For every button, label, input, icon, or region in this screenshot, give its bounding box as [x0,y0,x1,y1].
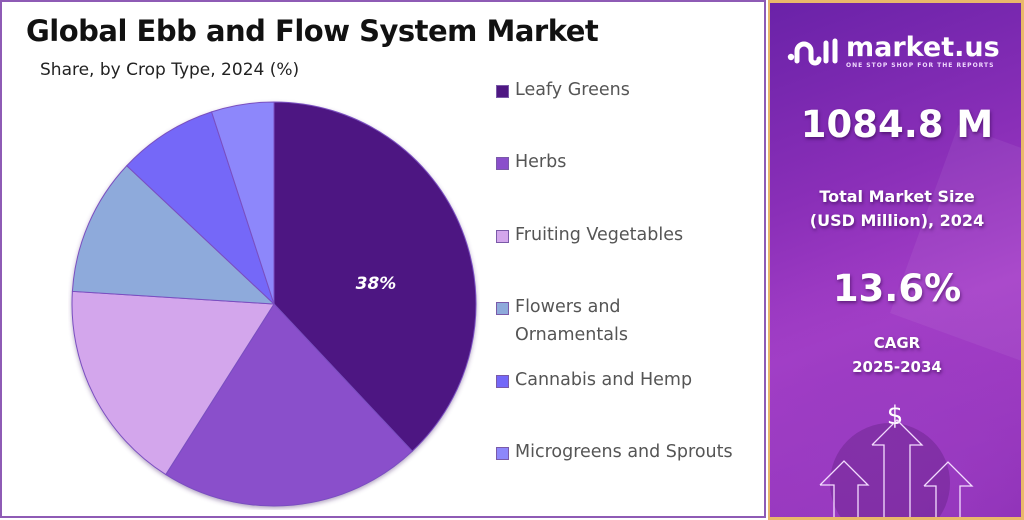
pie-slice-flowers-and-ornamentals [71,165,276,305]
legend-label: Fruiting Vegetables [515,225,684,245]
pie-slices [71,101,477,507]
pie-slice-leafy-greens [273,101,477,452]
chart-subtitle: Share, by Crop Type, 2024 (%) [40,60,300,80]
legend-label: Flowers and Ornamentals [515,293,628,349]
market-size-label-line1: Total Market Size [819,187,975,206]
legend-swatch [496,447,509,460]
dollar-icon: $ [886,401,904,431]
legend-swatch [496,302,509,315]
legend-item-leafy-greens: Leafy Greens [496,80,630,104]
background-decoration [830,423,950,517]
cagr-label-line1: CAGR [873,334,921,352]
market-us-logo-icon [787,38,838,66]
pie-slice-fruiting-vegetables [71,290,275,476]
legend-item-cannabis-hemp: Cannabis and Hemp [496,370,692,394]
brand-logo: market.us ONE STOP SHOP FOR THE REPORTS [786,33,1000,69]
slice-label-leafy-greens: 38% [356,274,397,294]
growth-arrows-icon [819,419,974,517]
legend-label: Cannabis and Hemp [515,370,693,390]
legend-swatch [496,157,509,170]
background-decoration [890,125,1021,361]
legend-swatch [496,85,509,98]
summary-panel: market.us ONE STOP SHOP FOR THE REPORTS … [768,0,1024,520]
market-size-value: 1084.8 M [800,103,994,146]
pie-slice-cannabis-and-hemp [126,111,275,305]
legend-label-line2: Ornamentals [515,325,628,345]
pie-slice-microgreens-and-sprouts [210,101,275,305]
legend-item-fruiting-vegetables: Fruiting Vegetables [496,225,683,249]
legend-swatch [496,375,509,388]
chart-panel: Global Ebb and Flow System Market Share,… [0,0,766,518]
legend-label-line1: Flowers and [515,297,621,317]
legend-item-herbs: Herbs [496,152,566,176]
legend-label: Microgreens and Sprouts [515,442,733,462]
legend-label: Herbs [515,152,567,172]
market-size-label-line2: (USD Million), 2024 [809,211,985,230]
legend-swatch [496,230,509,243]
pie-chart: 38% [71,101,477,507]
chart-title: Global Ebb and Flow System Market [26,14,599,48]
legend-item-microgreens-sprouts: Microgreens and Sprouts [496,442,733,466]
cagr-value: 13.6% [832,267,962,310]
brand-tagline: ONE STOP SHOP FOR THE REPORTS [846,61,995,69]
pie-slice-herbs [165,303,413,507]
market-size-label: Total Market Size (USD Million), 2024 [770,185,1021,233]
cagr-label: CAGR 2025-2034 [770,331,1021,379]
legend-label: Leafy Greens [515,80,630,100]
legend-item-flowers-ornamentals: Flowers and Ornamentals [496,297,628,349]
brand-name: market.us [846,31,1000,63]
cagr-label-line2: 2025-2034 [852,358,942,376]
